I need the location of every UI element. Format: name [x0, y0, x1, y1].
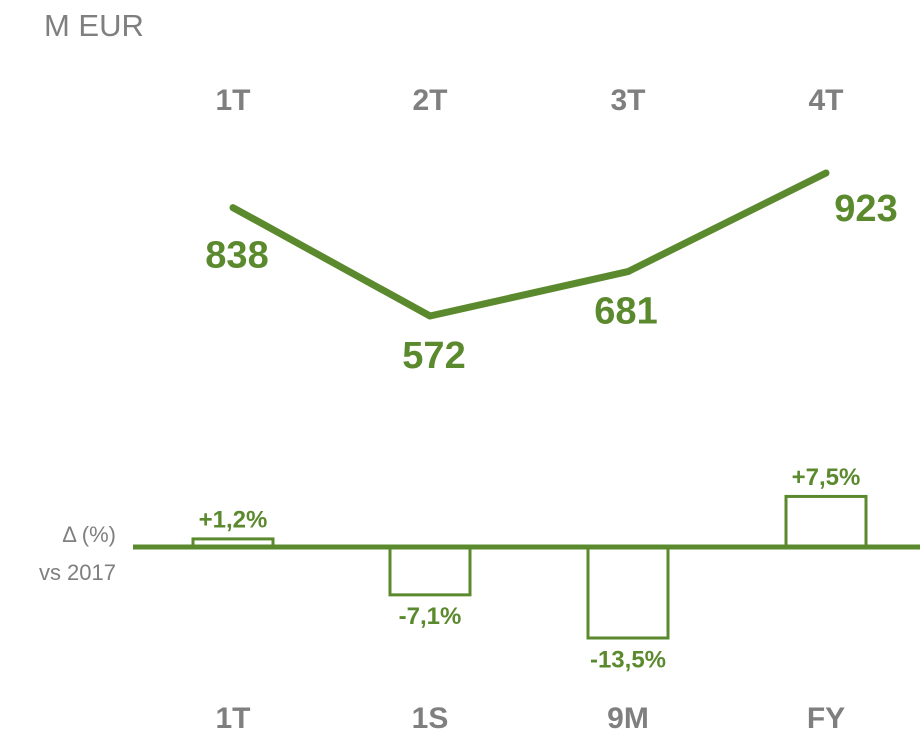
data-label: +1,2%: [199, 506, 268, 533]
x-tick-label: 2T: [412, 84, 447, 117]
bar: [388, 545, 472, 597]
line: [229, 169, 830, 320]
y-axis-label: Δ (%): [62, 522, 116, 547]
data-label: 838: [205, 235, 268, 277]
x-tick-label: FY: [807, 702, 845, 734]
data-label: 572: [402, 335, 465, 377]
unit-label: M EUR: [44, 8, 144, 43]
data-label: -7,1%: [399, 603, 462, 630]
data-label: -13,5%: [590, 646, 666, 673]
x-tick-label: 9M: [607, 702, 649, 734]
x-tick-label: 1T: [215, 84, 250, 117]
x-tick-label: 1S: [412, 702, 449, 734]
y-axis-label: vs 2017: [39, 560, 116, 585]
x-tick-label: 1T: [215, 702, 250, 734]
bar: [586, 545, 670, 640]
bar: [784, 494, 868, 549]
data-label: +7,5%: [792, 464, 861, 491]
data-label: 681: [594, 291, 657, 333]
x-tick-label: 3T: [610, 84, 645, 117]
data-label: 923: [834, 188, 897, 230]
x-tick-label: 4T: [808, 84, 843, 117]
